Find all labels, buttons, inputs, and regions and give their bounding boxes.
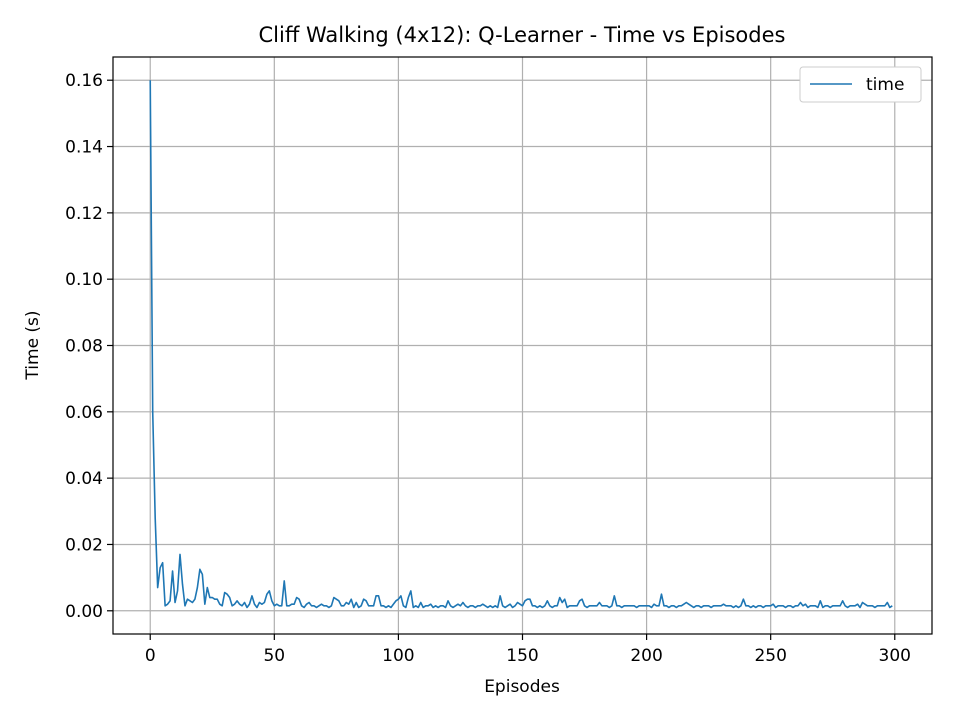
y-tick-label: 0.08 bbox=[65, 337, 103, 357]
y-tick-label: 0.12 bbox=[65, 204, 103, 224]
series-layer bbox=[149, 80, 893, 609]
x-tick-label: 150 bbox=[506, 646, 538, 666]
y-tick-label: 0.14 bbox=[65, 138, 103, 158]
chart-title: Cliff Walking (4x12): Q-Learner - Time v… bbox=[259, 23, 786, 47]
x-tick-label: 50 bbox=[263, 646, 285, 666]
y-tick-label: 0.00 bbox=[65, 602, 103, 622]
grid bbox=[113, 57, 932, 634]
x-tick-label: 0 bbox=[145, 646, 156, 666]
x-tick-label: 200 bbox=[630, 646, 662, 666]
x-axis-ticks: 0 50 100 150 200 250 300 bbox=[145, 634, 911, 666]
legend: time bbox=[799, 66, 922, 103]
legend-label-time: time bbox=[866, 75, 904, 95]
y-tick-label: 0.04 bbox=[65, 469, 103, 489]
y-tick-label: 0.16 bbox=[65, 71, 103, 91]
y-tick-label: 0.02 bbox=[65, 535, 103, 555]
series-line-time bbox=[149, 80, 893, 609]
y-axis-title: Time (s) bbox=[23, 310, 43, 380]
legend-box bbox=[799, 66, 922, 103]
y-tick-label: 0.10 bbox=[65, 270, 103, 290]
x-tick-label: 300 bbox=[879, 646, 911, 666]
x-tick-label: 100 bbox=[382, 646, 414, 666]
y-tick-label: 0.06 bbox=[65, 403, 103, 423]
x-tick-label: 250 bbox=[754, 646, 786, 666]
x-axis-title: Episodes bbox=[484, 677, 560, 697]
y-axis-ticks: 0.00 0.02 0.04 0.06 0.08 0.10 0.12 0.14 0.16 bbox=[65, 71, 113, 622]
